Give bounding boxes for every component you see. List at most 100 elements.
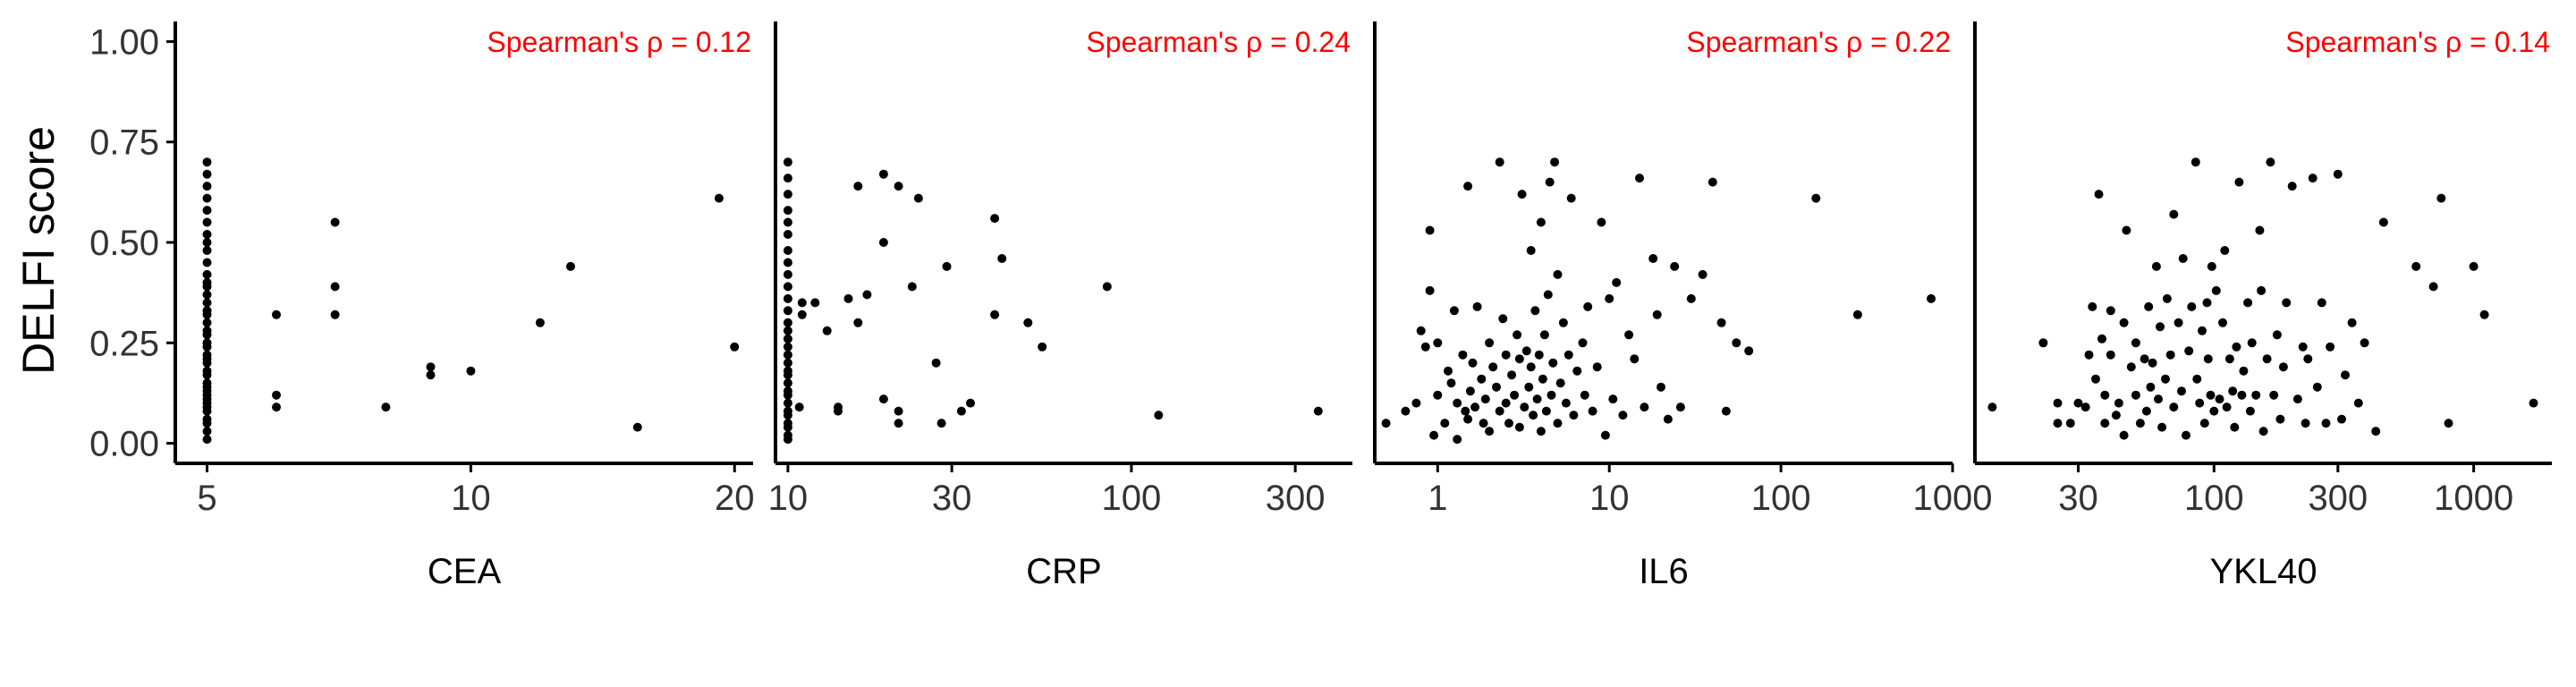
data-point (1707, 177, 1717, 187)
data-point (1605, 293, 1614, 303)
panel-crp: 10 30 100 300 CRP Spearman's ρ = 0.24 (768, 21, 1352, 591)
data-point (2308, 174, 2318, 183)
data-point (566, 261, 575, 271)
data-point (2146, 382, 2156, 392)
data-point (990, 214, 1000, 224)
data-point (2198, 326, 2207, 335)
data-point (1635, 174, 1644, 183)
data-point (2266, 157, 2275, 167)
x-tick-label: 1000 (2434, 479, 2513, 518)
data-point (2312, 382, 2322, 392)
data-point (1548, 358, 1558, 368)
data-point (2187, 301, 2197, 311)
data-point (1530, 306, 1540, 316)
data-point (1411, 398, 1421, 408)
data-point (810, 298, 820, 308)
data-point (1513, 330, 1522, 340)
data-point (2162, 293, 2172, 303)
data-point (2184, 346, 2194, 356)
data-point (956, 406, 966, 416)
data-point (426, 362, 436, 372)
data-point (2269, 390, 2279, 400)
data-point (1546, 390, 1556, 400)
data-point (1543, 290, 1553, 300)
data-point (783, 366, 792, 376)
data-point (783, 342, 792, 352)
data-point (202, 169, 212, 179)
data-point (1463, 414, 1473, 424)
data-point (2247, 338, 2257, 348)
data-point (2301, 419, 2310, 428)
data-point (843, 293, 853, 303)
data-point (1612, 277, 1622, 287)
data-point (1558, 318, 1568, 327)
data-point (1485, 338, 1495, 348)
data-point (2337, 414, 2346, 424)
data-point (1555, 378, 1565, 388)
panel-cea: 0.00 0.25 0.50 0.75 1.00 5 10 20 CEA Spearman's ρ… (89, 21, 754, 591)
x-tick-label: 300 (1266, 479, 1326, 518)
data-point (2161, 374, 2170, 384)
data-point (2053, 419, 2063, 428)
data-point (783, 269, 792, 279)
data-point (2292, 394, 2302, 404)
y-tick-label: 0.00 (89, 425, 159, 464)
data-point (797, 298, 807, 308)
data-point (2303, 354, 2313, 364)
data-point (2156, 322, 2165, 332)
data-point (783, 358, 792, 368)
data-point (2529, 398, 2538, 408)
data-point (2195, 398, 2205, 408)
data-point (2207, 261, 2216, 271)
data-point (1811, 193, 1821, 203)
data-point (2234, 177, 2244, 187)
data-point (2202, 298, 2212, 308)
data-point (1465, 386, 1475, 396)
data-point (1433, 338, 1443, 348)
x-tick-label: 20 (715, 479, 755, 518)
data-point (1652, 310, 1662, 319)
data-point (878, 238, 888, 247)
data-point (1313, 406, 1323, 416)
data-point (931, 358, 941, 368)
data-point (2371, 427, 2381, 437)
data-point (202, 157, 212, 167)
data-point (2144, 301, 2154, 311)
data-point (2428, 282, 2438, 292)
data-point (2257, 285, 2267, 295)
data-point (1583, 301, 1593, 311)
data-point (783, 318, 792, 327)
data-point (1514, 354, 1524, 364)
spearman-annotation: Spearman's ρ = 0.14 (2285, 26, 2550, 58)
data-point (730, 342, 740, 352)
data-point (2222, 403, 2232, 412)
data-point (2073, 398, 2083, 408)
data-point (2106, 306, 2115, 316)
data-point (1480, 394, 1490, 404)
data-point (1102, 282, 1112, 292)
data-point (202, 290, 212, 300)
data-point (202, 277, 212, 287)
data-point (783, 386, 792, 396)
data-point (272, 390, 281, 400)
data-point (1520, 403, 1530, 412)
data-point (1479, 419, 1488, 428)
data-point (1538, 374, 1547, 384)
data-point (202, 206, 212, 216)
y-axis-title: DELFI score (13, 126, 64, 375)
data-point (783, 419, 792, 428)
data-point (783, 157, 792, 167)
data-point (1550, 157, 1560, 167)
data-point (1927, 293, 1936, 303)
data-point (2157, 422, 2167, 432)
data-point (1618, 411, 1628, 420)
data-point (2230, 422, 2240, 432)
data-point (2169, 403, 2179, 412)
panel-il6: 1 10 100 1000 IL6 Spearman's ρ = 0.22 (1373, 21, 1992, 591)
data-point (2251, 390, 2261, 400)
data-point (1539, 330, 1549, 340)
data-point (2347, 318, 2357, 327)
data-point (1716, 318, 1726, 327)
data-point (2255, 225, 2265, 235)
data-point (783, 306, 792, 316)
